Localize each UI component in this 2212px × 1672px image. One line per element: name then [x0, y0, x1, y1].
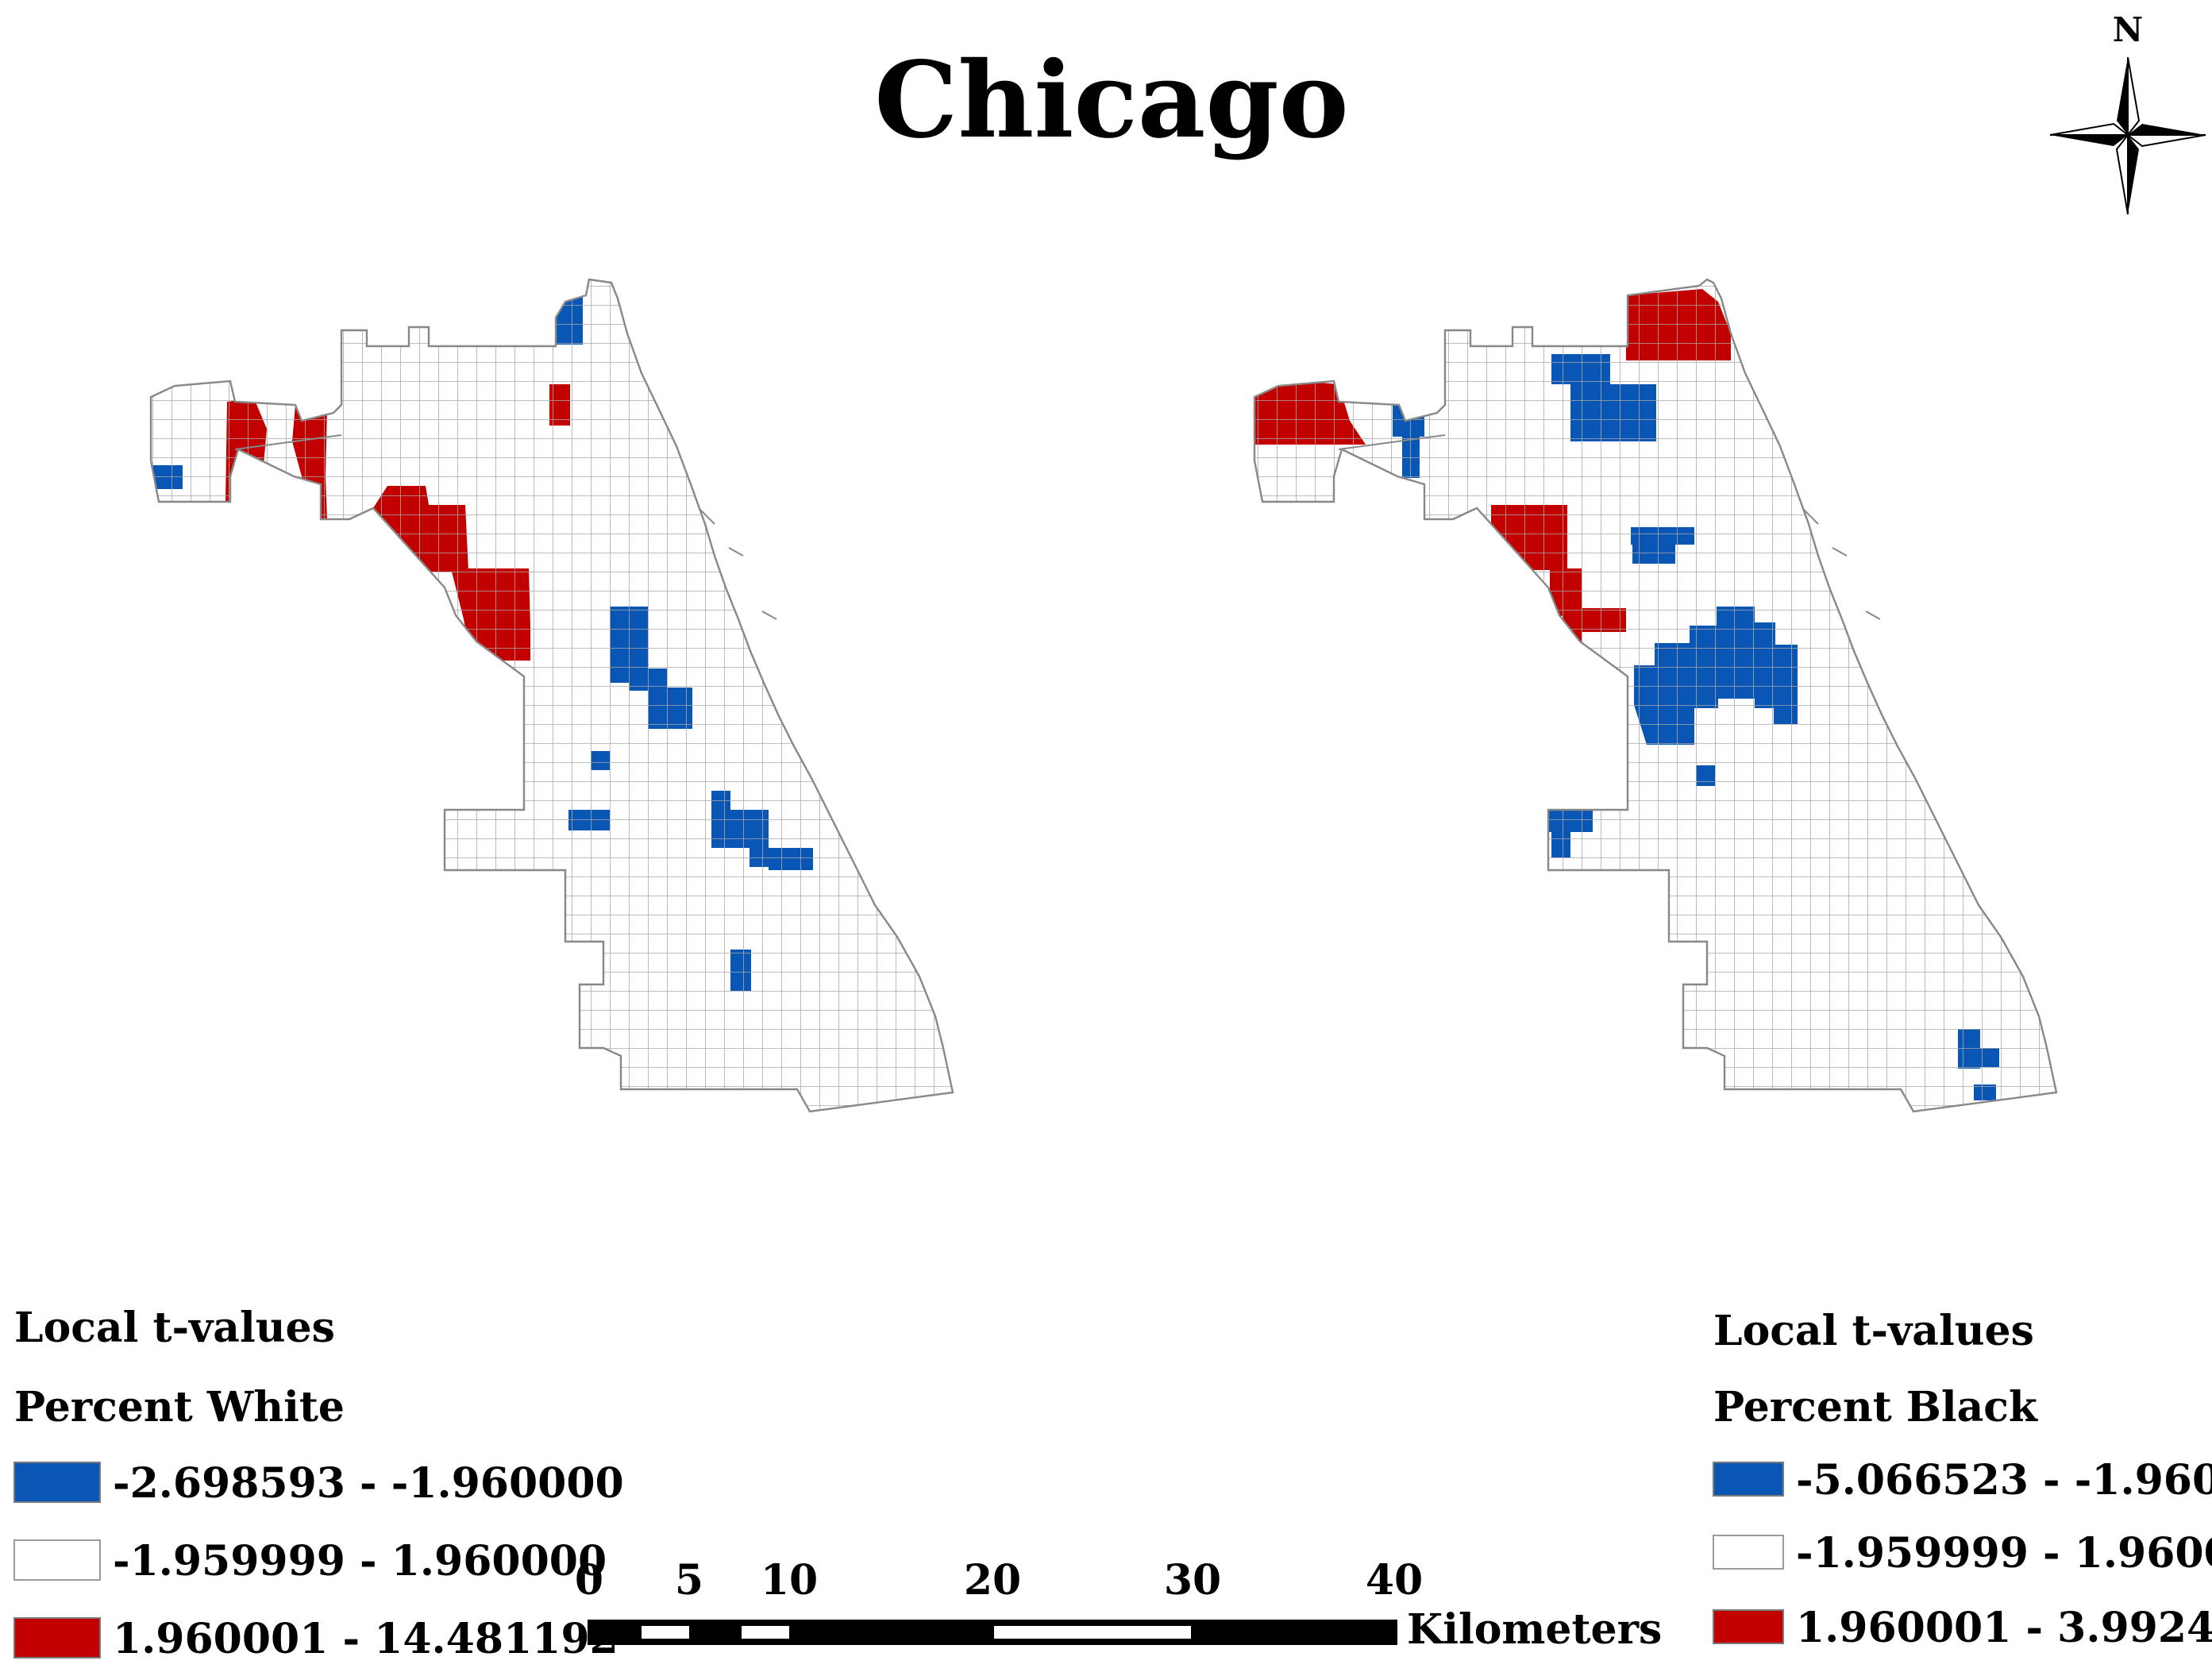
legend-swatch-positive-right: [1713, 1609, 1784, 1644]
legend-class-positive: 1.960001 - 14.481192: [113, 1615, 619, 1663]
scale-bar: 0 5 10 20 30 40 Kilometers: [575, 1556, 1662, 1654]
scale-tick-10: 10: [761, 1556, 818, 1605]
scale-unit: Kilometers: [1407, 1605, 1662, 1654]
map-percent-black: [1253, 278, 2058, 1113]
legend-class-negative-right: -5.066523 - -1.960000: [1796, 1456, 2212, 1504]
legend-heading-right: Local t-values: [1713, 1307, 2034, 1355]
legend-variable: Percent White: [14, 1383, 345, 1431]
legend-variable-right: Percent Black: [1713, 1383, 2038, 1431]
scale-tick-20: 20: [964, 1556, 1021, 1605]
legend-class-negative: -2.698593 - -1.960000: [113, 1459, 624, 1508]
north-label: N: [2113, 10, 2143, 49]
legend-heading: Local t-values: [14, 1304, 335, 1352]
legend-swatch-positive: [13, 1617, 101, 1659]
legend-class-neutral: -1.959999 - 1.960000: [113, 1537, 607, 1585]
scale-tick-30: 30: [1164, 1556, 1221, 1605]
legend-percent-white: Local t-values Percent White -2.698593 -…: [13, 1304, 624, 1663]
scale-tick-40: 40: [1366, 1556, 1423, 1605]
legend-swatch-neutral-right: [1713, 1535, 1784, 1570]
legend-swatch-negative-right: [1713, 1462, 1784, 1497]
legend-swatch-negative: [13, 1462, 101, 1503]
legend-class-neutral-right: -1.959999 - 1.960000: [1796, 1529, 2212, 1578]
map-percent-white: [149, 278, 954, 1113]
legend-swatch-neutral: [13, 1539, 101, 1581]
scale-tick-5: 5: [675, 1556, 703, 1605]
legend-percent-black: Local t-values Percent Black -5.066523 -…: [1713, 1307, 2212, 1652]
scale-tick-0: 0: [575, 1556, 603, 1605]
map-title: Chicago: [874, 39, 1348, 162]
north-arrow-icon: N: [2049, 10, 2206, 215]
